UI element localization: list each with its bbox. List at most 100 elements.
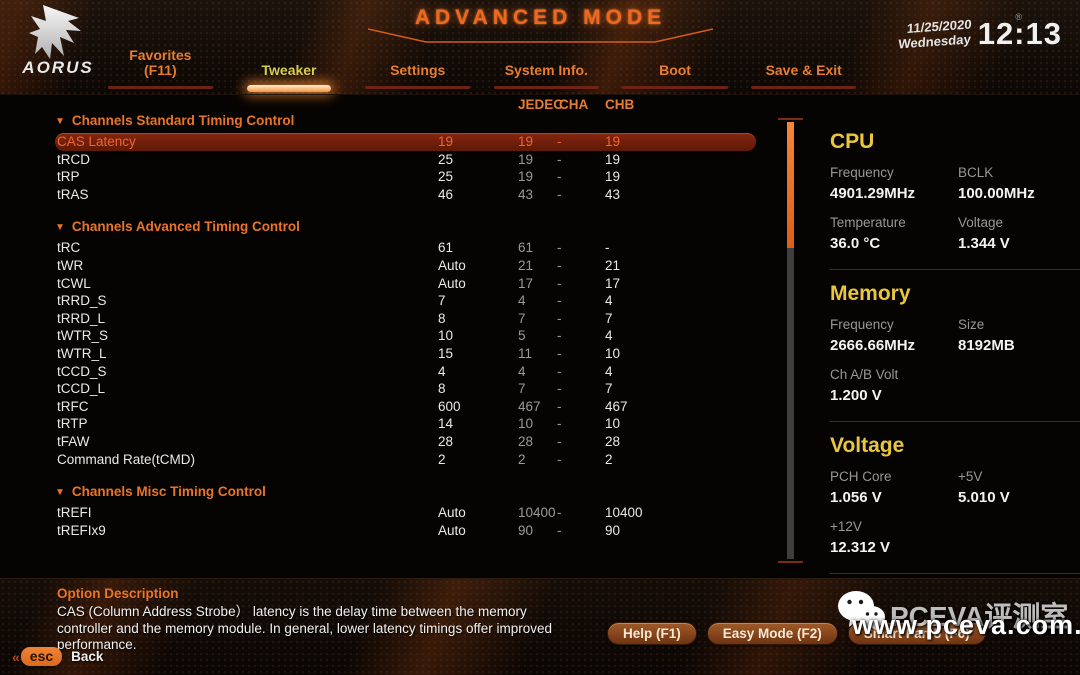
section-header[interactable]: ▼ Channels Standard Timing Control [55,113,756,130]
info-item: Frequency 4901.29MHz [830,165,958,202]
collapse-triangle-icon: ▼ [55,222,65,234]
timing-row[interactable]: Command Rate(tCMD) 2 2 - 2 [55,451,756,469]
timing-value-value: Auto [438,522,466,538]
info-label: Ch A/B Volt [830,367,899,382]
info-label: Frequency [830,165,894,180]
timing-row[interactable]: tRC 61 61 - - [55,239,756,257]
timing-row[interactable]: tRP 25 19 - 19 [55,168,756,186]
timing-value-cha: - [557,451,562,467]
section-header[interactable]: ▼ Channels Advanced Timing Control [55,219,756,236]
timing-value-jedec: 4 [518,293,526,309]
info-grid: Frequency 2666.66MHz Size 8192MB Ch A/B Volt… [830,317,1080,404]
timing-value-value: 14 [438,416,454,432]
timing-label: tRTP [57,416,88,432]
timing-label: tWTR_L [57,345,107,361]
timing-value-chb: 2 [605,451,613,467]
timing-value-value: 600 [438,398,461,414]
tab-favorites[interactable]: Favorites (F11) [96,48,225,91]
timing-value-chb: 19 [605,134,621,149]
timing-label: tCCD_L [57,381,106,397]
tab-underline [750,86,857,89]
scrollbar-track[interactable] [778,118,803,563]
timing-value-cha: - [557,381,562,397]
timing-value-chb: 17 [605,275,621,291]
info-item: PCH Core 1.056 V [830,469,958,506]
header: AORUS ADVANCED MODE ® 11/25/2020 Wednesd… [0,0,1080,95]
timing-label: tCCD_S [57,363,107,379]
esc-back-control[interactable]: « esc Back [12,647,103,666]
info-item: +12V 12.312 V [830,519,958,556]
tab-underline [493,86,600,89]
tab-underline-active [247,85,331,92]
timing-row[interactable]: tRCD 25 19 - 19 [55,151,756,169]
timing-value-cha: - [557,275,562,291]
timing-row[interactable]: tFAW 28 28 - 28 [55,433,756,451]
timing-value-jedec: 17 [518,275,534,291]
info-item: Frequency 2666.66MHz [830,317,958,354]
footer-buttons: Help (F1) Easy Mode (F2) Smart Fan 5 (F6) [607,622,986,645]
tab-settings[interactable]: Settings [353,48,482,91]
timing-row[interactable]: tREFIx9 Auto 90 - 90 [55,522,756,540]
timing-label: tRRD_S [57,293,107,309]
clock: ® 11/25/2020 Wednesday 12:13 [898,12,1062,52]
info-panel-cpu: CPU Frequency 4901.29MHz BCLK 100.00MHz Tempe… [830,118,1080,270]
panel-title: CPU [830,130,875,153]
timing-value-jedec: 43 [518,186,534,202]
timing-row[interactable]: tWTR_L 15 11 - 10 [55,345,756,363]
info-value: 2666.66MHz [830,337,916,354]
scrollbar-thumb[interactable] [787,122,794,248]
timing-row[interactable]: tWR Auto 21 - 21 [55,257,756,275]
timing-value-value: 25 [438,151,454,167]
collapse-triangle-icon: ▼ [55,487,65,499]
timing-label: tRC [57,240,81,256]
timing-value-chb: - [605,240,610,256]
help-button[interactable]: Help (F1) [607,622,697,645]
timing-row[interactable]: tCWL Auto 17 - 17 [55,275,756,293]
timing-row[interactable]: tCCD_S 4 4 - 4 [55,363,756,381]
timing-value-chb: 43 [605,186,621,202]
timing-row[interactable]: CAS Latency 19 19 - 19 [55,133,756,151]
timing-value-cha: - [557,293,562,309]
timing-value-chb: 467 [605,398,628,414]
timing-row[interactable]: tRRD_L 8 7 - 7 [55,310,756,328]
tab-system-info[interactable]: System Info. [482,48,611,91]
timing-row[interactable]: tRAS 46 43 - 43 [55,186,756,204]
timing-row[interactable]: tRFC 600 467-467 [55,398,756,416]
section-header[interactable]: ▼ Channels Misc Timing Control [55,484,756,501]
section-title: Channels Misc Timing Control [71,484,266,500]
tab-save-exit[interactable]: Save & Exit [739,48,868,91]
timing-row[interactable]: tRTP 14 10 - 10 [55,415,756,433]
timing-value-jedec: 7 [518,310,526,326]
timing-value-chb: 19 [605,151,621,167]
column-header-jedec: JEDEC [518,97,564,112]
timing-section: ▼ Channels Misc Timing Control tREFI Auto 10… [55,484,756,539]
info-panel-voltage: Voltage PCH Core 1.056 V +5V 5.010 V +12V 12.3… [830,422,1080,574]
timing-value-cha: - [557,169,562,185]
timing-value-value: 25 [438,169,454,185]
timing-value-jedec: 28 [518,433,534,449]
logo-wordmark: AORUS [22,58,94,77]
timing-label: tREFI [57,505,92,521]
tab-boot[interactable]: Boot [611,48,740,91]
timing-row[interactable]: tREFI Auto 10400-10400 [55,504,756,522]
info-value: 8192MB [958,337,1015,354]
info-label: BCLK [958,165,994,180]
info-item: Size 8192MB [958,317,1080,354]
timing-value-cha: - [557,151,562,167]
smart-fan-button[interactable]: Smart Fan 5 (F6) [847,622,986,645]
timing-row[interactable]: tRRD_S 7 4 - 4 [55,292,756,310]
esc-key-badge[interactable]: esc [20,647,63,666]
timing-value-cha: - [557,416,562,432]
timing-row[interactable]: tCCD_L 8 7 - 7 [55,380,756,398]
timing-label: tRP [57,169,80,185]
tab-tweaker[interactable]: Tweaker [225,48,354,92]
easy-mode-button[interactable]: Easy Mode (F2) [706,622,838,645]
timing-value-cha: - [557,345,562,361]
timing-label: tRRD_L [57,310,106,326]
timing-value-cha: - [557,257,562,273]
timing-label: tCWL [57,275,91,291]
timing-value-jedec: 10400 [518,505,556,521]
timing-row[interactable]: tWTR_S 10 5 - 4 [55,327,756,345]
info-item: +5V 5.010 V [958,469,1080,506]
